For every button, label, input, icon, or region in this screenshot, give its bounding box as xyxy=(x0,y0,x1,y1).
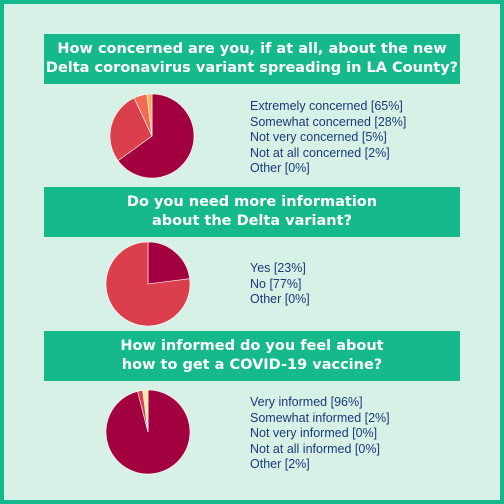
pie-1-slice-not-at-all-concerned xyxy=(146,93,153,137)
legend-2-item-1: Yes [23%] xyxy=(250,261,306,275)
legend-2-item-3: Other [0%] xyxy=(250,292,310,307)
legend-3-item-1: Very informed [96%] xyxy=(250,395,363,409)
legend-3: Very informed [96%] Somewhat informed [2… xyxy=(250,395,390,473)
pie-3-slice-other xyxy=(142,389,149,433)
legend-3-item-4: Not at all informed [0%] xyxy=(250,441,380,456)
legend-1-item-2: Somewhat concerned [28%] xyxy=(250,114,407,129)
pie-1-slice-extremely-concerned xyxy=(117,93,195,179)
question-1-banner: How concerned are you, if at all, about … xyxy=(44,34,460,84)
pie-chart-1 xyxy=(109,93,195,179)
question-3-title: How informed do you feel about how to ge… xyxy=(120,338,384,373)
legend-3-item-3: Not very informed [0%] xyxy=(250,426,378,441)
legend-3-item-2: Somewhat informed [2%] xyxy=(250,410,390,425)
question-2-title: Do you need more information about the D… xyxy=(126,194,378,229)
legend-1-item-5: Other [0%] xyxy=(250,161,310,176)
legend-3-item-5: Other [2%] xyxy=(250,457,310,472)
pie-2-slice-no xyxy=(105,241,191,327)
legend-2-item-2: No [77%] xyxy=(250,276,302,291)
pie-chart-2 xyxy=(105,241,191,327)
pie-2-slice-yes xyxy=(147,241,191,285)
question-1-title: How concerned are you, if at all, about … xyxy=(45,41,459,76)
legend-1: Extremely concerned [65%] Somewhat conce… xyxy=(250,99,406,177)
question-3-banner: How informed do you feel about how to ge… xyxy=(44,331,460,381)
legend-1-item-1: Extremely concerned [65%] xyxy=(250,99,403,113)
pie-chart-3 xyxy=(105,389,191,475)
legend-1-item-4: Not at all concerned [2%] xyxy=(250,145,390,160)
legend-1-item-3: Not very concerned [5%] xyxy=(250,130,387,145)
legend-2: Yes [23%] No [77%] Other [0%] xyxy=(250,261,310,308)
question-2-banner: Do you need more information about the D… xyxy=(44,187,460,237)
pie-1-slice-somewhat-concerned xyxy=(109,97,153,162)
